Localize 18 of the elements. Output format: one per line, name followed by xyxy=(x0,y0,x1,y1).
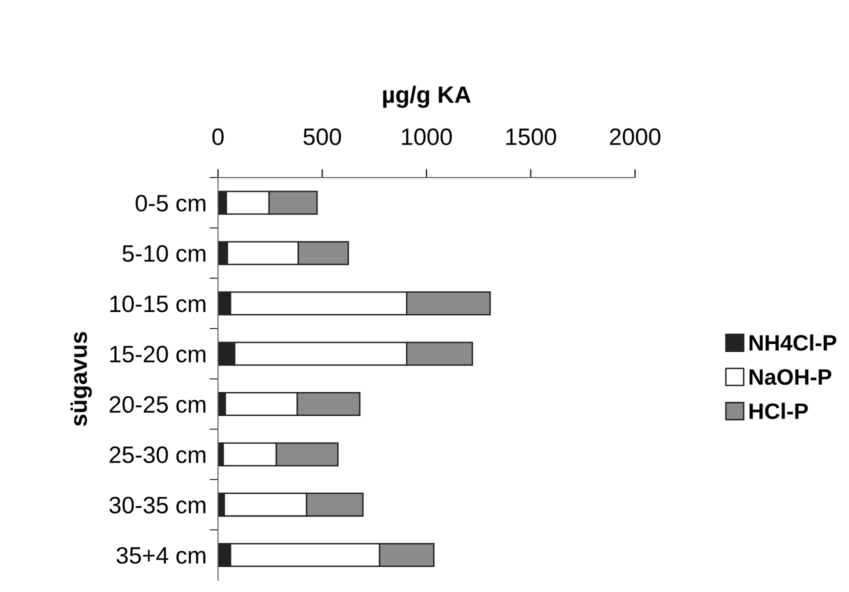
y-tick-label: 15-20 cm xyxy=(110,346,206,363)
legend-label: HCl-P xyxy=(750,402,808,420)
y-tick-label: 25-30 cm xyxy=(110,446,206,464)
x-axis-title: µg/g KA xyxy=(383,86,471,108)
y-tick-label: 30-35 cm xyxy=(109,496,206,514)
x-tick-label: 1500 xyxy=(506,128,556,146)
legend-label: NaOH-P xyxy=(750,369,832,385)
x-tick-label: 2000 xyxy=(610,128,660,146)
y-tick-label: 20-25 cm xyxy=(110,396,206,413)
legend-label: NH4Cl-P xyxy=(750,334,836,351)
x-tick-label: 0 xyxy=(212,128,224,146)
y-axis-title: sügavus xyxy=(70,332,92,426)
x-tick-label: 1000 xyxy=(402,128,452,146)
y-tick-label: 5-10 cm xyxy=(122,245,206,262)
y-tick-label: 0-5 cm xyxy=(136,194,206,212)
x-tick-label: 500 xyxy=(304,128,342,146)
y-tick-label: 35+4 cm xyxy=(116,547,206,564)
y-tick-label: 10-15 cm xyxy=(110,295,206,312)
